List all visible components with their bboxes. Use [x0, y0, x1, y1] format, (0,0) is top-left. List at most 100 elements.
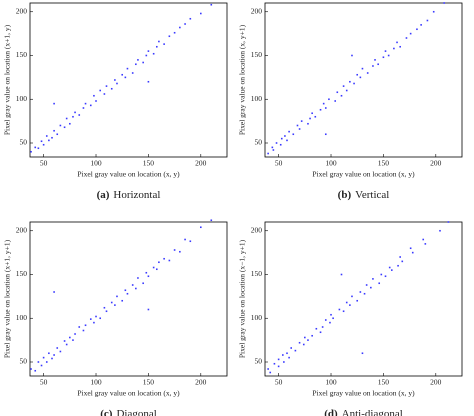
point [93, 94, 95, 97]
point [173, 249, 176, 251]
point [89, 104, 92, 107]
point [110, 87, 113, 90]
point [321, 326, 324, 328]
point [89, 318, 92, 320]
point [105, 310, 108, 313]
point [53, 102, 55, 105]
y-tick-label: 50 [20, 357, 28, 366]
point [63, 340, 66, 342]
point [69, 336, 71, 339]
point [137, 59, 139, 61]
point [103, 93, 106, 95]
point [74, 111, 76, 114]
point [74, 333, 76, 335]
point [56, 133, 59, 136]
point [184, 238, 186, 241]
y-tick-label: 150 [251, 50, 263, 59]
y-tick-label: 100 [16, 313, 28, 322]
point [426, 19, 429, 22]
point [59, 350, 62, 353]
y-tick-label: 50 [255, 138, 263, 147]
point [345, 89, 348, 92]
point [93, 321, 95, 324]
point [387, 54, 390, 57]
point [163, 257, 165, 260]
point [99, 317, 102, 320]
point [267, 368, 269, 370]
x-tick-label: 50 [40, 378, 48, 387]
point [393, 47, 395, 50]
point [401, 260, 404, 263]
point [275, 142, 278, 144]
point [277, 358, 280, 361]
point [42, 356, 45, 359]
point [95, 315, 97, 318]
point [311, 112, 313, 115]
point [359, 291, 362, 293]
point [34, 146, 37, 149]
point [267, 152, 269, 155]
point [121, 73, 124, 76]
point [210, 3, 213, 6]
point [53, 354, 55, 356]
point [409, 247, 412, 250]
point [103, 306, 106, 309]
caption-text: Anti-diagonal [342, 408, 403, 416]
point [372, 65, 374, 67]
y-tick-label: 150 [251, 269, 263, 278]
point [356, 73, 359, 76]
x-tick-label: 100 [90, 159, 102, 168]
point [45, 361, 48, 363]
y-tick-label: 150 [16, 269, 28, 278]
point [340, 94, 343, 97]
caption-label: (d) [324, 408, 338, 416]
y-tick-label: 200 [16, 6, 28, 15]
point [135, 287, 137, 290]
point [298, 341, 301, 344]
x-axis-label: Pixel gray value on location (x, y) [312, 389, 415, 398]
point [351, 295, 353, 298]
point [51, 357, 53, 360]
point [84, 324, 87, 327]
point [322, 102, 325, 105]
point [397, 264, 399, 267]
point [59, 124, 62, 127]
point [366, 72, 369, 74]
point [432, 10, 435, 13]
point [173, 31, 176, 34]
point [409, 32, 412, 35]
point [45, 135, 48, 137]
point [65, 117, 68, 120]
point [189, 17, 192, 20]
point [361, 352, 364, 355]
point [372, 278, 374, 280]
point [353, 82, 355, 85]
point [53, 129, 55, 132]
y-tick-label: 100 [251, 94, 263, 103]
caption-label: (b) [338, 189, 352, 201]
point [37, 361, 40, 363]
caption: (b) Vertical [338, 189, 390, 201]
x-tick-label: 200 [195, 159, 207, 168]
y-tick-label: 100 [251, 313, 263, 322]
point [82, 329, 85, 332]
plot-frame [29, 221, 228, 377]
point [330, 313, 332, 316]
point [290, 347, 292, 349]
point [334, 100, 337, 102]
point [131, 284, 134, 286]
point [40, 140, 43, 143]
point [147, 275, 150, 278]
x-tick-label: 200 [430, 159, 442, 168]
point [365, 284, 368, 286]
y-tick-label: 100 [16, 94, 28, 103]
point [349, 304, 351, 306]
point [155, 268, 158, 271]
point [307, 122, 309, 125]
point [210, 219, 213, 222]
point [342, 85, 345, 87]
y-tick-label: 200 [251, 225, 263, 234]
x-tick-label: 150 [143, 159, 155, 168]
x-tick-label: 150 [378, 159, 390, 168]
